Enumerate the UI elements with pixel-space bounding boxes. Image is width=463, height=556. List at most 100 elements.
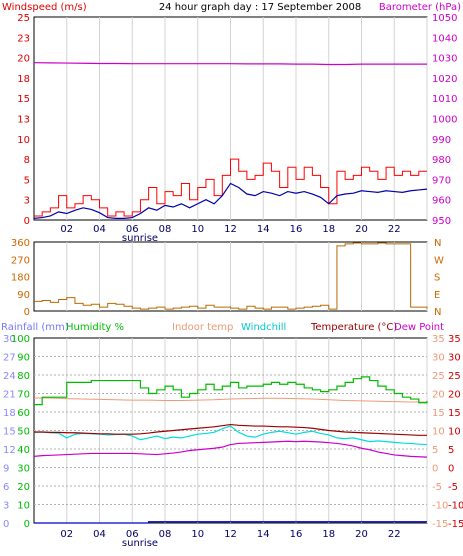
- barometer-axis-label: Barometer (hPa): [379, 2, 461, 13]
- barometer-tick-label: 1030: [432, 54, 457, 65]
- indoor-tick-label: 15: [432, 408, 445, 419]
- humidity-axis-ticks: 0 10 20 30 40 50 60 70 80 90 100: [11, 334, 30, 530]
- temperature-tick-label: 25: [448, 371, 461, 382]
- temperature-tick-label: 5: [448, 445, 454, 456]
- temperature-axis-ticks: -15 -10 -5 0 5 10 15 20 25 30 35: [448, 334, 463, 530]
- temperature-tick-label: 20: [448, 390, 461, 401]
- windspeed-tick-label: 18: [17, 74, 30, 85]
- barometer-line: [33, 62, 427, 66]
- indoor-temp-label: Indoor temp: [172, 322, 233, 333]
- indoor-tick-label: 35: [432, 334, 445, 345]
- rainfall-tick-label: 0: [3, 519, 9, 530]
- dew-point-line: [33, 440, 428, 458]
- humidity-tick-label: 40: [17, 445, 30, 456]
- barometer-tick-label: 1020: [432, 74, 457, 85]
- wind-pressure-gridlines: [66, 17, 428, 220]
- windspeed-tick-label: 20: [17, 54, 30, 65]
- windspeed-tick-label: 15: [17, 94, 30, 105]
- rainfall-tick-label: 6: [3, 482, 9, 493]
- indoor-tick-label: 30: [432, 353, 445, 364]
- x-tick-label: 06: [126, 529, 139, 540]
- x-tick-label: 16: [290, 224, 303, 235]
- windspeed-tick-label: 10: [17, 135, 30, 146]
- wind-gust-line: [34, 158, 427, 217]
- temperature-tick-label: -15: [448, 519, 463, 530]
- x-tick-label: 12: [224, 224, 237, 235]
- dew-point-label: Dew Point: [394, 322, 444, 333]
- x-tick-label: 14: [257, 224, 270, 235]
- windspeed-tick-label: 23: [17, 33, 30, 44]
- rainfall-axis-ticks: 0 3 6 9 12 15 18 21 24 27 30: [3, 334, 16, 530]
- humidity-tick-label: 30: [17, 464, 30, 475]
- indoor-tick-label: -10: [432, 501, 448, 512]
- direction-degree-tick: 270: [11, 255, 30, 266]
- humidity-line: [34, 376, 428, 406]
- barometer-tick-label: 1000: [432, 115, 457, 126]
- windspeed-axis-ticks: 0 3 5 8 10 13 15 18 20 23 25: [17, 13, 30, 227]
- temperature-tick-label: 10: [448, 427, 461, 438]
- rainfall-tick-label: 24: [3, 371, 16, 382]
- rainfall-tick-label: 18: [3, 408, 16, 419]
- rainfall-tick-label: 12: [3, 445, 16, 456]
- chart-title: 24 hour graph day : 17 September 2008: [159, 2, 361, 13]
- windchill-label: Windchill: [241, 322, 286, 333]
- indoor-temp-axis-ticks: -15 -10 -5 0 5 10 15 20 25 30 35: [432, 334, 448, 530]
- temperature-tick-label: 15: [448, 408, 461, 419]
- wind-direction-line: [34, 242, 428, 310]
- indoor-tick-label: -15: [432, 519, 448, 530]
- temperature-tick-label: 30: [448, 353, 461, 364]
- humidity-tick-label: 10: [17, 501, 30, 512]
- humidity-tick-label: 0: [24, 519, 30, 530]
- direction-degree-tick: 90: [17, 290, 30, 301]
- compass-tick-label: S: [434, 273, 440, 284]
- wind-average-line: [33, 182, 428, 219]
- rainfall-tick-label: 3: [3, 501, 9, 512]
- x-tick-label: 06: [126, 224, 139, 235]
- windspeed-tick-label: 3: [24, 196, 30, 207]
- temperature-series: [33, 376, 428, 524]
- compass-tick-label: W: [434, 255, 444, 266]
- indoor-tick-label: 0: [432, 464, 438, 475]
- compass-tick-label: E: [434, 290, 440, 301]
- x-tick-label: 02: [60, 529, 73, 540]
- x-tick-label: 18: [322, 529, 335, 540]
- x-tick-label: 12: [224, 529, 237, 540]
- compass-tick-label: N: [434, 238, 441, 249]
- rainfall-tick-label: 9: [3, 464, 9, 475]
- direction-degree-tick: 180: [11, 273, 30, 284]
- wind-direction-gridlines: [66, 242, 428, 311]
- temperature-gridlines: [34, 338, 428, 523]
- rainfall-line: [34, 521, 427, 524]
- direction-degree-tick: 0: [24, 307, 30, 318]
- x-tick-label: 10: [191, 224, 204, 235]
- temperature-tick-label: -5: [448, 482, 458, 493]
- temperature-tick-label: -10: [448, 501, 463, 512]
- humidity-tick-label: 50: [17, 427, 30, 438]
- indoor-tick-label: 25: [432, 371, 445, 382]
- barometer-tick-label: 1050: [432, 13, 457, 24]
- barometer-tick-label: 950: [432, 216, 451, 227]
- humidity-tick-label: 70: [17, 390, 30, 401]
- wind-direction-series: [34, 242, 428, 310]
- x-tick-label: 08: [159, 224, 172, 235]
- indoor-temp-line: [34, 397, 427, 403]
- barometer-tick-label: 970: [432, 175, 451, 186]
- wind-direction-degree-ticks: 0 90 180 270 360: [11, 238, 30, 318]
- barometer-tick-label: 1040: [432, 33, 457, 44]
- wind-pressure-series: [33, 62, 428, 219]
- x-tick-label: 10: [191, 529, 204, 540]
- windspeed-tick-label: 25: [17, 13, 30, 24]
- barometer-tick-label: 990: [432, 135, 451, 146]
- temperature-tick-label: 0: [448, 464, 454, 475]
- x-tick-label: 18: [322, 224, 335, 235]
- humidity-axis-label: Humidity %: [66, 322, 124, 333]
- barometer-tick-label: 960: [432, 196, 451, 207]
- humidity-tick-label: 80: [17, 371, 30, 382]
- humidity-tick-label: 20: [17, 482, 30, 493]
- x-tick-label: 04: [93, 529, 106, 540]
- x-tick-label: 20: [355, 529, 368, 540]
- rainfall-tick-label: 30: [3, 334, 16, 345]
- x-tick-label: 20: [355, 224, 368, 235]
- temperature-tick-label: 35: [448, 334, 461, 345]
